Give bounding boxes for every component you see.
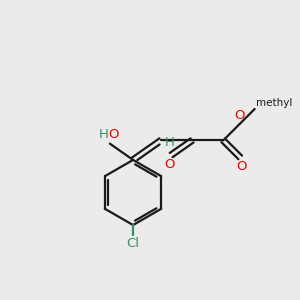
Text: methyl: methyl: [256, 98, 292, 108]
Text: O: O: [164, 158, 175, 171]
Text: O: O: [108, 128, 119, 141]
Text: H: H: [99, 128, 108, 141]
Text: H: H: [164, 136, 174, 149]
Text: O: O: [236, 160, 247, 173]
Text: O: O: [234, 109, 245, 122]
Text: Cl: Cl: [127, 237, 140, 250]
